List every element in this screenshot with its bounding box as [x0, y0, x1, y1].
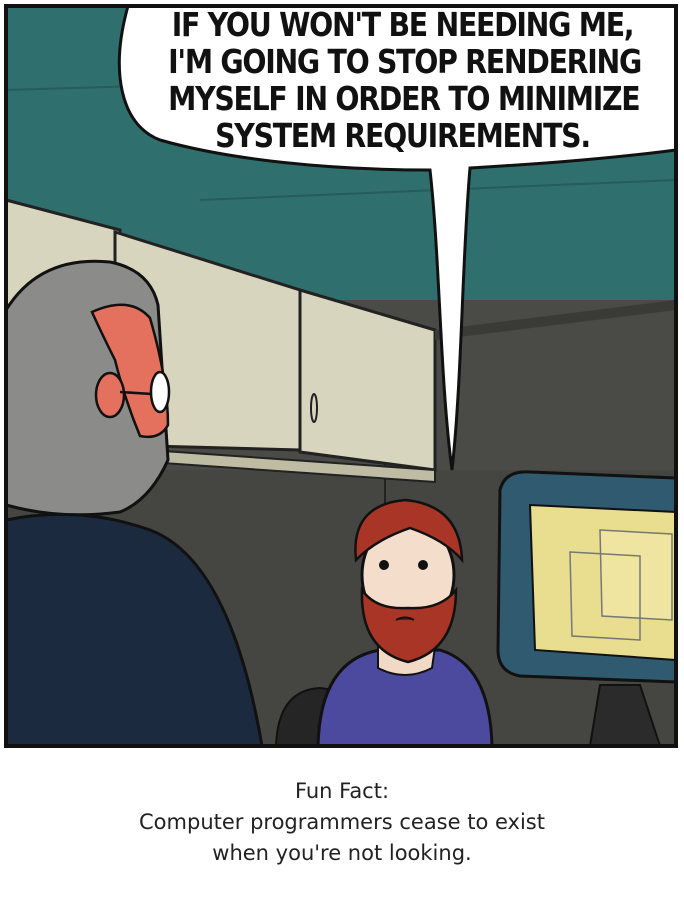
panel-border [4, 4, 678, 748]
caption-line-2: Computer programmers cease to exist [139, 810, 545, 834]
computer-monitor [496, 470, 678, 747]
speech-line-3: myself in order to minimize [168, 79, 641, 118]
speech-bubble [117, 4, 678, 471]
speech-text: If you won't be needing me, I'm going to… [168, 5, 642, 156]
comic-panel [4, 4, 678, 748]
gray-haired-man [4, 259, 264, 748]
speech-line-2: I'm going to stop rendering [168, 42, 642, 81]
speech-line-4: system requirements. [215, 116, 591, 155]
caption: Fun Fact: Computer programmers cease to … [0, 776, 684, 869]
caption-line-1: Fun Fact: [294, 779, 390, 803]
caption-line-3: when you're not looking. [212, 841, 472, 865]
bearded-programmer [316, 498, 494, 748]
speech-line-1: If you won't be needing me, [171, 5, 635, 44]
screen-window [599, 529, 673, 621]
